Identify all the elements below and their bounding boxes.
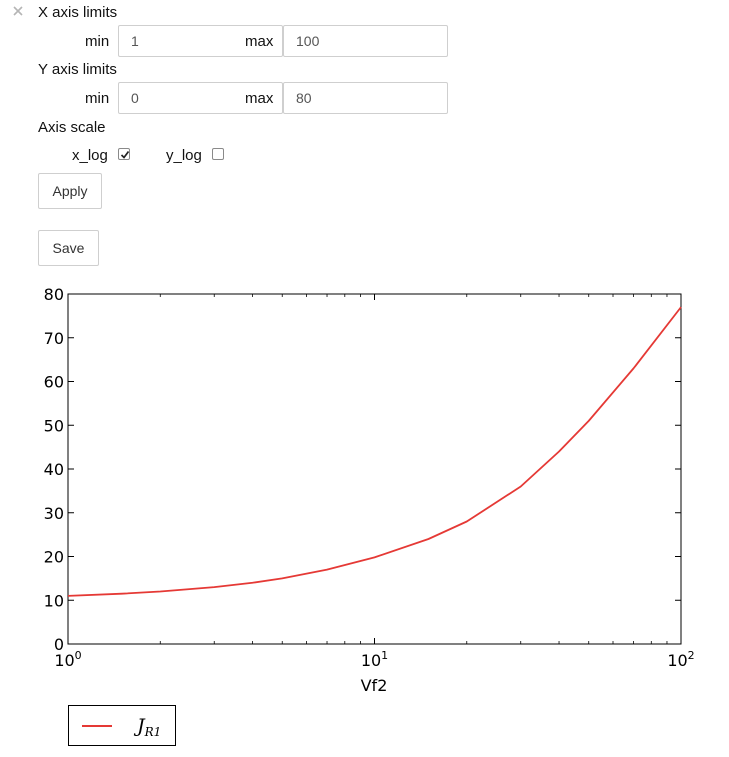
save-button[interactable]: Save [38,230,99,266]
y-tick-label: 60 [44,373,64,392]
x-tick-label: 101 [361,649,388,670]
series-line-jr1 [67,306,682,597]
checkmark-icon [120,150,130,159]
y-log-checkbox[interactable] [212,148,224,160]
y-tick-label: 20 [44,548,64,567]
y-tick-label: 50 [44,416,64,435]
y-min-label: min [85,90,110,107]
legend: JR1 [68,705,176,746]
y-tick-label: 10 [44,591,64,610]
y-tick-label: 0 [54,635,64,654]
y-max-input[interactable] [283,82,448,114]
x-max-label: max [245,33,274,50]
x-axis-limits-heading: X axis limits [38,4,118,21]
x-max-input[interactable] [283,25,448,57]
y-tick-label: 40 [44,460,64,479]
x-min-input[interactable] [118,25,283,57]
y-axis-limits-heading: Y axis limits [38,61,117,78]
y-tick-label: 70 [44,329,64,348]
x-log-label: x_log [72,147,108,164]
plot-area [67,293,682,645]
close-icon[interactable] [11,4,25,18]
x-min-label: min [85,33,110,50]
y-tick-label: 80 [44,285,64,304]
y-max-label: max [245,90,274,107]
y-min-input[interactable] [118,82,283,114]
x-tick-label: 102 [667,649,694,670]
x-axis-label: Vf2 [361,676,388,695]
y-log-label: y_log [166,147,202,164]
legend-label-jr1: JR1 [137,715,162,739]
x-tick-label: 100 [54,649,81,670]
y-tick-label: 30 [44,504,64,523]
apply-button[interactable]: Apply [38,173,102,209]
axis-scale-heading: Axis scale [38,119,106,136]
x-log-checkbox[interactable] [118,148,130,160]
legend-swatch-jr1 [82,725,112,727]
